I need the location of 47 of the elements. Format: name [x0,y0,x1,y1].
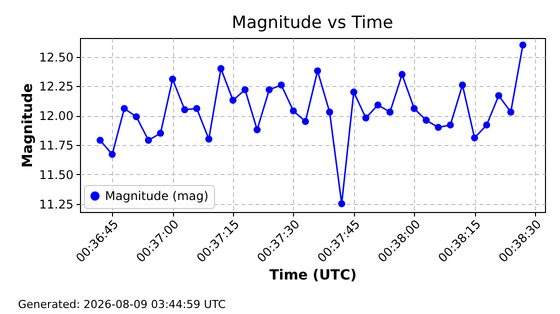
y-tick-label: 12.25 [39,80,74,94]
point [338,200,346,208]
point [446,121,454,129]
point [314,67,322,74]
point [120,105,128,112]
point [278,82,285,89]
point [350,88,358,96]
point [507,108,514,116]
point [458,82,466,89]
point [398,70,406,78]
y-tick-label: 11.50 [39,168,74,182]
point [519,42,526,49]
y-tick-label: 12.00 [39,109,74,124]
point [96,136,104,144]
point [229,96,237,104]
point [386,108,394,116]
point [132,113,140,120]
y-axis-title: Magnitude [20,83,36,168]
point [205,136,212,143]
point [434,124,442,131]
point [169,76,176,83]
point [495,92,502,100]
x-axis-title: Time (UTC) [269,267,357,284]
point [483,121,490,129]
point [471,134,478,142]
point [254,126,261,134]
point [266,86,273,94]
point [144,136,152,144]
point [362,114,370,122]
point [217,65,224,72]
point [156,130,164,137]
point [410,105,418,112]
point [193,105,200,112]
point [422,116,430,124]
y-tick-label: 11.25 [39,197,74,212]
point [374,101,382,109]
y-tick-label: 12.50 [39,50,74,64]
point [302,118,309,125]
text: Generated: 2026-08-09 03:44:59 UTC [18,298,226,311]
y-tick-label: 11.75 [39,138,74,152]
legend-label: Magnitude (mag) [105,189,208,203]
chart-title: Magnitude vs Time [232,13,394,33]
point [242,86,249,94]
point [326,108,334,116]
point [181,106,188,114]
point [108,150,116,158]
point [290,107,297,114]
